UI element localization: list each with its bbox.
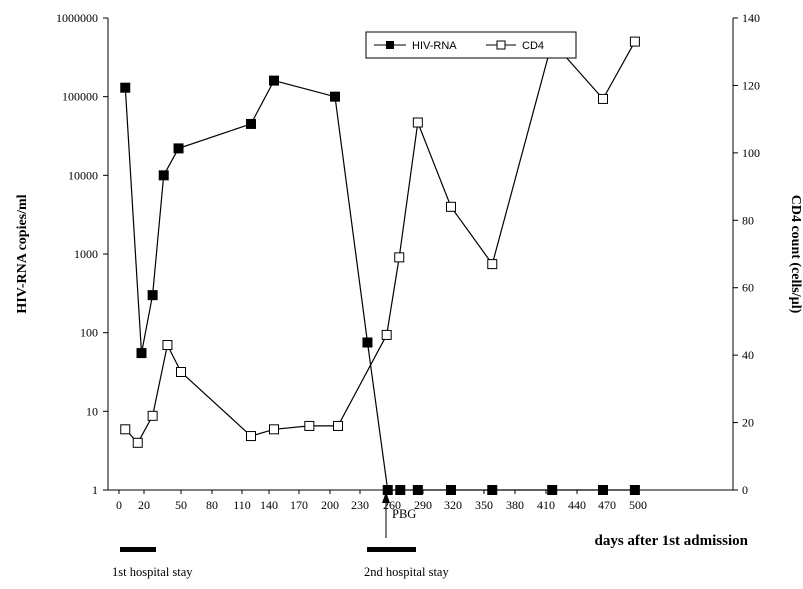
cd4-point [269,424,279,435]
x-tick-label: 320 [444,498,462,512]
hiv-rna-point [158,170,169,181]
hospital-stay-1-label: 1st hospital stay [112,565,193,579]
hiv-rna-point [362,337,373,348]
hiv-rna-point [629,485,640,495]
left-tick-label: 1000 [74,247,98,261]
hiv-rna-point [246,118,256,129]
right-tick-label: 40 [742,348,754,362]
right-axis-ticks: 0 20 40 60 80 100 120 140 [733,11,760,497]
legend-hiv-marker [386,41,394,49]
hospital-stay-2-label: 2nd hospital stay [364,565,449,579]
left-tick-label: 100000 [62,90,98,104]
hiv-rna-point [330,91,340,102]
left-tick-label: 1000000 [56,11,98,25]
cd4-point [412,117,423,128]
cd4-point [176,367,186,377]
cd4-point [598,93,608,104]
hiv-rna-point [547,485,558,495]
right-tick-label: 0 [742,483,748,497]
hiv-rna-point [136,348,147,359]
left-axis-ticks: 1 10 100 1000 10000 100000 1000000 [56,11,108,497]
hiv-rna-point [269,75,279,86]
hiv-rna-point [173,143,184,154]
hiv-rna-point [382,485,393,495]
hospital-stay-2-bar [367,547,416,552]
hiv-rna-point [412,485,423,495]
plot-frame [107,18,734,491]
right-tick-label: 100 [742,146,760,160]
cd4-point [132,437,143,448]
cd4-point [629,36,640,47]
x-axis-label: days after 1st admission [595,533,749,549]
hospital-stay-1: 1st hospital stay [112,547,193,579]
cd4-point [246,431,256,442]
pbg-arrow-head [382,492,390,503]
cd4-point [381,329,392,340]
right-tick-label: 120 [742,78,760,92]
x-tick-label: 80 [206,498,218,512]
x-axis-ticks: 0 20 50 80 110 140 170 200 230 260 290 320 350 380 410… [116,490,647,512]
left-tick-label: 100 [80,326,98,340]
cd4-point [446,201,456,212]
pbg-annotation: PBG [382,492,416,538]
right-tick-label: 60 [742,281,754,295]
x-tick-label: 0 [116,498,122,512]
left-tick-label: 10000 [68,168,98,182]
y-axis-right-label: CD4 count (cells/µl) [788,195,803,314]
x-tick-label: 230 [351,498,369,512]
right-tick-label: 80 [742,213,754,227]
legend-hiv-label: HIV-RNA [412,40,457,52]
x-tick-label: 290 [414,498,432,512]
hiv-rna-line [124,79,635,491]
hiv-rna-point [147,290,158,301]
legend-cd4-marker [496,40,506,50]
cd4-point [394,252,405,263]
x-tick-label: 50 [175,498,187,512]
x-tick-label: 140 [260,498,278,512]
hiv-rna-point [120,82,131,93]
x-tick-label: 200 [321,498,339,512]
hiv-rna-point [395,485,406,495]
cd4-line [124,40,636,444]
right-tick-label: 140 [742,11,760,25]
legend-cd4-label: CD4 [522,40,544,52]
series-cd4 [120,36,640,448]
series-hiv-rna [120,75,640,495]
x-tick-label: 20 [138,498,150,512]
right-tick-label: 20 [742,416,754,430]
hiv-rna-point [598,485,608,495]
x-tick-label: 110 [233,498,251,512]
hiv-rna-point [487,485,498,495]
x-tick-label: 380 [506,498,524,512]
cd4-point [120,424,131,435]
cd4-point [147,410,158,421]
x-tick-label: 350 [475,498,493,512]
cd4-point [304,420,315,431]
hospital-stay-1-bar [120,547,156,552]
legend: HIV-RNA CD4 [365,31,577,59]
hospital-stay-2: 2nd hospital stay [364,547,449,579]
x-tick-label: 170 [290,498,308,512]
cd4-point [487,259,498,270]
x-tick-label: 410 [537,498,555,512]
x-tick-label: 500 [629,498,647,512]
hiv-rna-point [446,485,456,495]
cd4-point [333,420,343,431]
left-tick-label: 10 [86,404,98,418]
y-axis-left-label: HIV-RNA copies/ml [15,194,30,313]
left-tick-label: 1 [92,483,98,497]
cd4-point [162,340,173,351]
x-tick-label: 440 [568,498,586,512]
x-tick-label: 470 [598,498,616,512]
pbg-label: PBG [392,507,416,521]
